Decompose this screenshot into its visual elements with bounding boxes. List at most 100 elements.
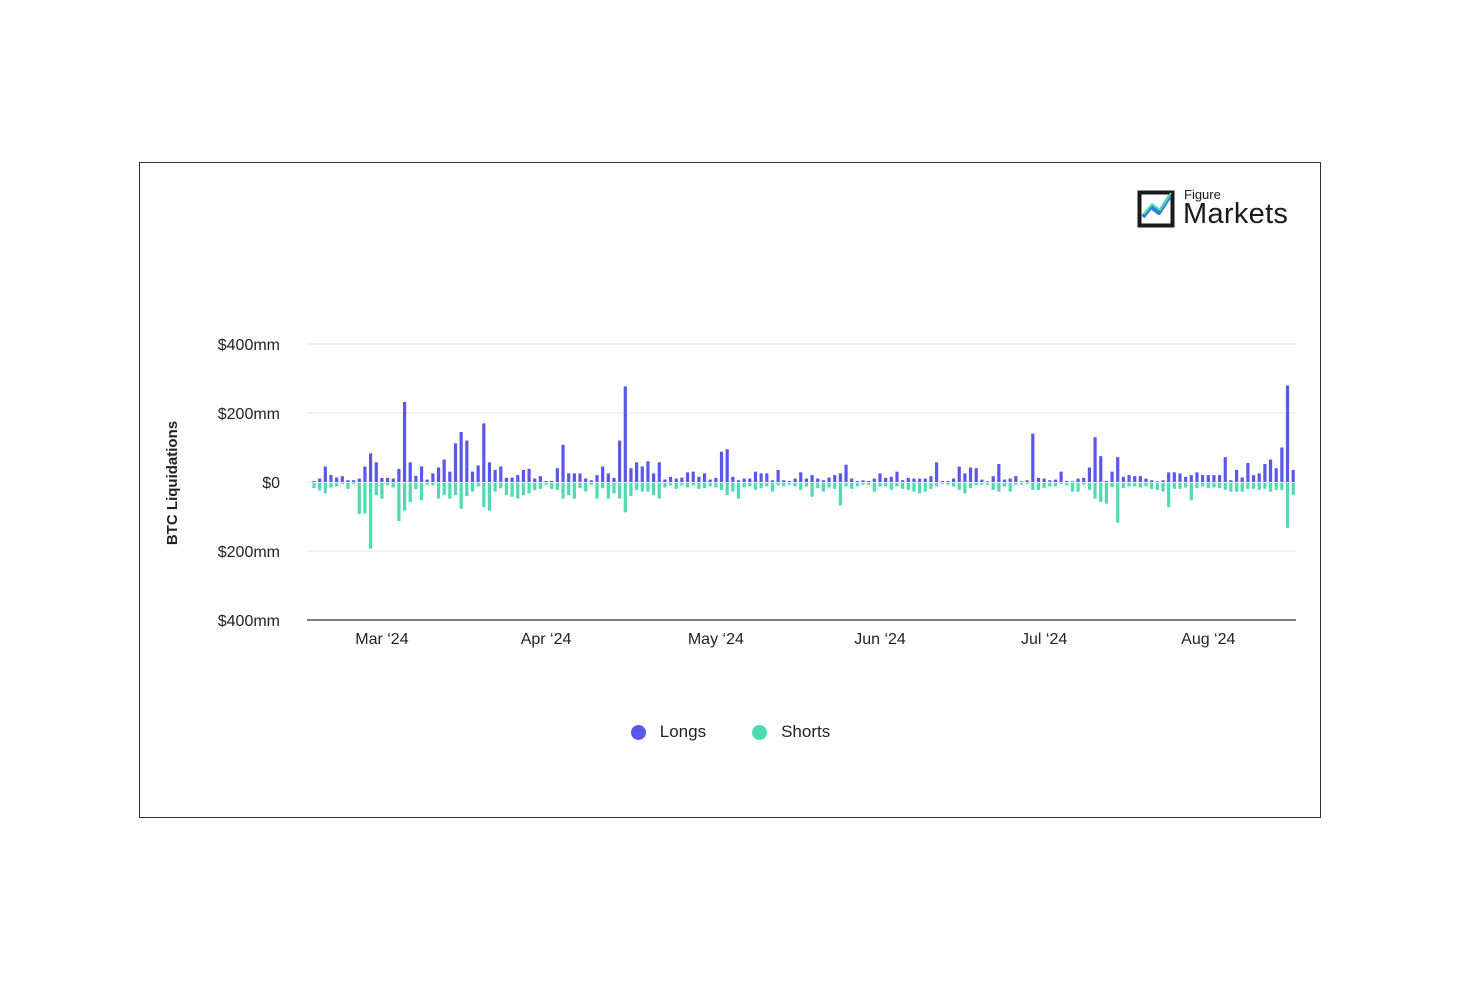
bar-longs bbox=[1110, 471, 1114, 482]
bar-longs bbox=[685, 472, 690, 482]
bar-longs bbox=[363, 466, 367, 482]
bar-shorts bbox=[465, 483, 469, 497]
bar-shorts bbox=[425, 483, 429, 485]
bar-longs bbox=[1036, 477, 1041, 482]
bar-shorts bbox=[918, 483, 922, 494]
bar-shorts bbox=[867, 483, 871, 485]
bar-longs bbox=[1031, 433, 1035, 482]
bar-longs bbox=[425, 479, 429, 482]
bar-longs bbox=[1059, 471, 1063, 482]
bar-shorts bbox=[985, 483, 990, 485]
bar-shorts bbox=[1285, 483, 1290, 528]
bar-shorts bbox=[884, 483, 888, 487]
bar-shorts bbox=[968, 483, 973, 489]
bar-shorts bbox=[1127, 483, 1131, 487]
brand-line2: Markets bbox=[1183, 198, 1289, 230]
bar-shorts bbox=[731, 483, 735, 492]
bar-shorts bbox=[1257, 483, 1261, 490]
bar-longs bbox=[855, 480, 859, 482]
bar-longs bbox=[1002, 479, 1007, 482]
bar-shorts bbox=[951, 483, 956, 487]
bar-shorts bbox=[340, 483, 344, 485]
bar-shorts bbox=[323, 483, 327, 494]
x-tick-label: Apr ‘24 bbox=[521, 631, 572, 648]
bar-shorts bbox=[1155, 483, 1159, 490]
bar-longs bbox=[635, 462, 639, 482]
bar-longs bbox=[521, 469, 526, 482]
bar-longs bbox=[646, 461, 650, 482]
bar-shorts bbox=[963, 483, 967, 494]
bar-shorts bbox=[997, 483, 1001, 492]
bar-shorts bbox=[470, 483, 475, 492]
bar-shorts bbox=[618, 483, 622, 499]
bar-longs bbox=[431, 473, 435, 482]
bar-shorts bbox=[1110, 483, 1114, 488]
x-tick-label: Aug ‘24 bbox=[1181, 631, 1235, 648]
bar-shorts bbox=[504, 483, 509, 496]
bar-shorts bbox=[861, 483, 865, 485]
bar-shorts bbox=[436, 483, 441, 499]
bar-shorts bbox=[1019, 483, 1024, 485]
bar-longs bbox=[567, 473, 571, 482]
bar-longs bbox=[572, 473, 576, 482]
bar-longs bbox=[652, 473, 656, 482]
bar-longs bbox=[1127, 475, 1131, 482]
bar-shorts bbox=[561, 483, 565, 499]
bar-longs bbox=[1268, 459, 1273, 482]
bar-longs bbox=[1172, 472, 1176, 482]
y-tick-label: $200mm bbox=[218, 406, 280, 423]
bar-shorts bbox=[312, 483, 316, 489]
bar-shorts bbox=[657, 483, 661, 499]
bar-longs bbox=[612, 477, 616, 482]
x-tick-label: Jul ‘24 bbox=[1021, 631, 1067, 648]
bar-longs bbox=[487, 462, 492, 482]
bar-longs bbox=[714, 477, 718, 482]
bar-shorts bbox=[935, 483, 939, 487]
bar-longs bbox=[799, 472, 803, 482]
bar-longs bbox=[940, 480, 944, 482]
bar-shorts bbox=[357, 483, 361, 515]
bar-shorts bbox=[1053, 483, 1058, 487]
bar-longs bbox=[1133, 476, 1137, 482]
bar-shorts bbox=[380, 483, 384, 499]
bar-shorts bbox=[821, 483, 825, 492]
brand-line1: Figure bbox=[1184, 187, 1221, 202]
bar-shorts bbox=[1036, 483, 1041, 490]
bar-longs bbox=[1099, 456, 1103, 482]
bar-longs bbox=[1184, 476, 1188, 482]
x-tick-label: Mar ‘24 bbox=[355, 631, 408, 648]
bar-shorts bbox=[1138, 483, 1142, 488]
bar-shorts bbox=[623, 483, 627, 513]
bar-longs bbox=[872, 478, 876, 482]
bar-shorts bbox=[1234, 483, 1239, 492]
bar-longs bbox=[923, 478, 927, 482]
bar-longs bbox=[499, 466, 503, 482]
bar-shorts bbox=[606, 483, 610, 499]
bar-shorts bbox=[335, 483, 339, 487]
bar-shorts bbox=[674, 483, 678, 489]
bar-longs bbox=[674, 478, 678, 482]
bar-shorts bbox=[1150, 483, 1154, 489]
bar-longs bbox=[357, 478, 361, 482]
bar-shorts bbox=[1008, 483, 1012, 492]
bar-shorts bbox=[487, 483, 492, 511]
bar-longs bbox=[951, 478, 956, 482]
bar-longs bbox=[323, 466, 327, 482]
bar-longs bbox=[1082, 477, 1086, 482]
bar-shorts bbox=[833, 483, 837, 489]
bar-shorts bbox=[991, 483, 995, 490]
bar-longs bbox=[380, 477, 384, 482]
bar-longs bbox=[1093, 437, 1097, 482]
bar-shorts bbox=[1251, 483, 1256, 489]
bar-shorts bbox=[499, 483, 503, 489]
bar-longs bbox=[1053, 479, 1058, 482]
bar-longs bbox=[1263, 464, 1267, 482]
bar-longs bbox=[1229, 480, 1233, 482]
bar-longs bbox=[985, 481, 990, 482]
bar-shorts bbox=[1082, 483, 1086, 485]
bar-shorts bbox=[1291, 483, 1295, 496]
legend-swatch-longs bbox=[630, 724, 646, 740]
bar-longs bbox=[850, 478, 854, 482]
bar-shorts bbox=[946, 483, 950, 485]
bar-longs bbox=[782, 480, 786, 482]
